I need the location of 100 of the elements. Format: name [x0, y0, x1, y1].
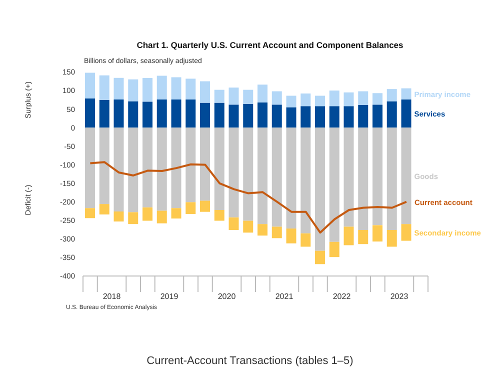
x-tick-label: 2019 [160, 292, 179, 301]
bar [401, 224, 412, 241]
bar [99, 204, 110, 214]
bar [142, 102, 152, 128]
bar [85, 72, 95, 98]
bar [386, 128, 397, 230]
bar [272, 91, 282, 105]
bar [214, 102, 224, 128]
bar [99, 75, 110, 100]
bar [186, 78, 196, 100]
bar [358, 128, 368, 230]
bar [156, 99, 167, 128]
bar [228, 88, 239, 105]
bar [401, 128, 412, 224]
bar [114, 128, 124, 212]
bar [171, 208, 182, 219]
bar [228, 104, 239, 128]
bar [214, 210, 224, 221]
bar [300, 233, 311, 247]
bar [329, 90, 340, 106]
bar [401, 88, 412, 100]
bar [200, 200, 210, 212]
bar [372, 104, 382, 128]
bar [315, 250, 325, 264]
bar [186, 128, 196, 202]
bar [156, 128, 167, 211]
bar [300, 106, 311, 128]
bar [272, 104, 282, 128]
bar [156, 76, 167, 100]
bar [114, 211, 124, 222]
bar [386, 89, 397, 102]
bar [243, 128, 254, 221]
bar [142, 128, 152, 208]
bar [344, 226, 354, 246]
bar [243, 90, 254, 104]
bar [258, 128, 268, 224]
bar [243, 220, 254, 233]
bar [329, 128, 340, 242]
x-tick-label: 2021 [275, 292, 294, 301]
bar [358, 91, 368, 106]
bar [272, 128, 282, 227]
bar [99, 100, 110, 128]
line-series [89, 161, 408, 234]
bar [258, 102, 268, 128]
bar [258, 224, 268, 236]
bar [85, 208, 95, 218]
bar [200, 128, 210, 201]
bar [228, 128, 239, 218]
bar [344, 92, 354, 106]
bar [372, 93, 382, 105]
bar [186, 202, 196, 214]
bar [85, 128, 95, 208]
bar [156, 210, 167, 224]
bar [171, 99, 182, 128]
bar [128, 212, 138, 224]
chart-title: Chart 1. Quarterly U.S. Current Account and Component Balances [136, 40, 404, 50]
bar [315, 128, 325, 251]
x-tick-label: 2022 [332, 292, 352, 301]
bar [85, 98, 95, 128]
bar [272, 226, 282, 238]
bar [171, 77, 182, 100]
bar [386, 230, 397, 247]
bar [171, 128, 182, 208]
bar [214, 90, 224, 103]
text: Current-Account Transactions (tables 1–5) [146, 355, 354, 367]
bar [114, 78, 124, 100]
x-tick-label: 2020 [218, 292, 236, 301]
bar [300, 94, 311, 106]
bar [372, 225, 382, 242]
bar [200, 102, 210, 128]
bar [258, 84, 268, 102]
x-tick-label: 2023 [390, 292, 409, 301]
bar [358, 105, 368, 128]
bar [286, 128, 296, 229]
bar [114, 99, 124, 128]
bar [128, 101, 138, 128]
bar [286, 228, 296, 244]
bar [228, 217, 239, 230]
bar [329, 242, 340, 258]
bar [214, 128, 224, 210]
bar [315, 96, 325, 106]
bar [358, 230, 368, 244]
x-tick-label: 2018 [102, 292, 122, 301]
bar [128, 79, 138, 102]
bar [315, 106, 325, 128]
bar [344, 128, 354, 227]
bar [128, 128, 138, 212]
bar [401, 99, 412, 128]
bar [386, 101, 397, 128]
bar [142, 78, 152, 102]
bar [200, 81, 210, 103]
bar [300, 128, 311, 234]
bar [99, 128, 110, 204]
bar [286, 107, 296, 128]
bar [372, 128, 382, 226]
bar [286, 96, 296, 108]
bar [142, 207, 152, 221]
bar [186, 99, 196, 128]
bar [243, 104, 254, 128]
bar [329, 106, 340, 128]
